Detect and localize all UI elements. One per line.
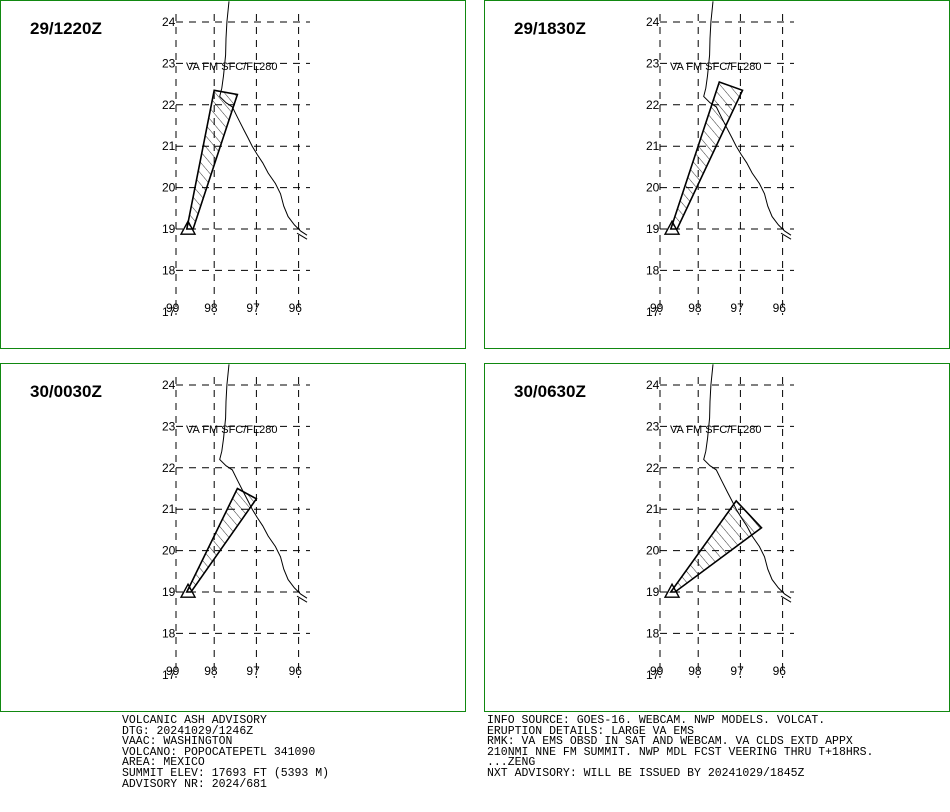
lat-tick-label: 21 [162, 502, 176, 516]
lon-tick-label: 96 [289, 301, 303, 315]
panel-frame [0, 363, 466, 712]
advisory-line: ADVISORY NR: 2024/681 [122, 777, 267, 791]
lon-tick-label: 97 [246, 664, 260, 678]
advisory-line: VAAC: WASHINGTON [122, 735, 233, 749]
va-level-label: VA FM SFC/FL280 [670, 424, 762, 436]
lon-tick-label: 98 [204, 301, 218, 315]
ash-cloud-polygon [669, 80, 744, 230]
forecast-panels: 24 23 22 21 20 19 18 17 99 98 97 96 VA FM SFC/FL280 2… [0, 0, 950, 712]
lat-tick-label: 19 [162, 585, 176, 599]
coastline [219, 364, 308, 599]
panel-frame [484, 0, 950, 349]
advisory-line: VOLCANO: POPOCATEPETL 341090 [122, 745, 316, 759]
lon-tick-label: 97 [730, 301, 744, 315]
lon-tick-label: 98 [688, 301, 702, 315]
lat-tick-label: 20 [162, 181, 176, 195]
lon-tick-label: 99 [166, 301, 180, 315]
lat-tick-label: 19 [646, 222, 660, 236]
panel-dtg-label: 29/1220Z [30, 19, 102, 38]
lat-tick-label: 18 [162, 263, 176, 277]
lat-tick-label: 24 [162, 15, 176, 29]
lat-tick-label: 22 [646, 98, 660, 112]
lat-tick-label: 18 [646, 626, 660, 640]
lat-tick-label: 19 [162, 222, 176, 236]
lat-tick-label: 17 [162, 305, 176, 319]
lat-tick-label: 23 [646, 419, 660, 433]
lat-tick-label: 18 [646, 263, 660, 277]
lon-tick-label: 97 [246, 301, 260, 315]
va-level-label: VA FM SFC/FL280 [670, 61, 762, 73]
advisory-line: INFO SOURCE: GOES-16. WEBCAM. NWP MODELS… [487, 714, 826, 727]
ash-cloud-polygon [669, 499, 763, 593]
advisory-line: AREA: MEXICO [122, 756, 205, 770]
coastline [703, 1, 792, 236]
lat-tick-label: 24 [646, 378, 660, 392]
advisory-line: VOLCANIC ASH ADVISORY [122, 714, 267, 727]
panel-dtg-label: 30/0630Z [514, 382, 586, 401]
panel-dtg-label: 29/1830Z [514, 19, 586, 38]
volcano-triangle-icon [663, 582, 681, 598]
lat-tick-label: 23 [162, 56, 176, 70]
lat-tick-label: 17 [162, 668, 176, 682]
advisory-line: DTG: 20241029/1246Z [122, 724, 254, 738]
lat-tick-label: 22 [646, 461, 660, 475]
lat-tick-label: 19 [646, 585, 660, 599]
lat-tick-label: 21 [646, 139, 660, 153]
advisory-details-block: INFO SOURCE: GOES-16. WEBCAM. NWP MODELS… [487, 714, 874, 780]
advisory-line: ...ZENG [487, 756, 536, 770]
coastline [780, 595, 792, 603]
lat-tick-label: 21 [646, 502, 660, 516]
lon-tick-label: 96 [773, 664, 787, 678]
coastline [780, 232, 792, 240]
coastline [296, 232, 308, 240]
lat-tick-label: 22 [162, 461, 176, 475]
lat-tick-label: 20 [162, 544, 176, 558]
lat-tick-label: 20 [646, 181, 660, 195]
coastline [219, 1, 308, 236]
lat-tick-label: 17 [646, 668, 660, 682]
advisory-line: ERUPTION DETAILS: LARGE VA EMS [487, 724, 695, 738]
coastline [296, 595, 308, 603]
lat-tick-label: 18 [162, 626, 176, 640]
lat-tick-label: 23 [646, 56, 660, 70]
lat-tick-label: 24 [646, 15, 660, 29]
lat-tick-label: 23 [162, 419, 176, 433]
lat-tick-label: 22 [162, 98, 176, 112]
advisory-line: SUMMIT ELEV: 17693 FT (5393 M) [122, 766, 330, 780]
advisory-header-block: VOLCANIC ASH ADVISORY DTG: 20241029/1246… [122, 714, 330, 791]
lon-tick-label: 96 [289, 664, 303, 678]
lon-tick-label: 98 [204, 664, 218, 678]
lat-lon-grid [659, 14, 794, 315]
lon-tick-label: 99 [166, 664, 180, 678]
panel-frame [0, 0, 466, 349]
lat-tick-label: 20 [646, 544, 660, 558]
volcano-triangle-icon [179, 219, 197, 235]
ash-cloud-polygon [185, 89, 239, 230]
volcano-triangle-icon [179, 582, 197, 598]
lon-tick-label: 97 [730, 664, 744, 678]
lat-tick-label: 17 [646, 305, 660, 319]
ash-cloud-polygon [185, 487, 258, 593]
advisory-line: RMK: VA EMS OBSD IN SAT AND WEBCAM. VA C… [487, 735, 853, 749]
volcano-triangle-icon [663, 219, 681, 235]
panel-dtg-label: 30/0030Z [30, 382, 102, 401]
coastline [703, 364, 792, 599]
lat-lon-grid [175, 14, 310, 315]
va-level-label: VA FM SFC/FL280 [186, 424, 278, 436]
lat-tick-label: 24 [162, 378, 176, 392]
lon-tick-label: 98 [688, 664, 702, 678]
va-level-label: VA FM SFC/FL280 [186, 61, 278, 73]
advisory-line: 210NMI NNE FM SUMMIT. NWP MDL FCST VEERI… [487, 745, 874, 759]
lat-lon-grid [175, 377, 310, 678]
lon-tick-label: 99 [650, 664, 664, 678]
lat-tick-label: 21 [162, 139, 176, 153]
advisory-line: NXT ADVISORY: WILL BE ISSUED BY 20241029… [487, 766, 805, 780]
lon-tick-label: 96 [773, 301, 787, 315]
lon-tick-label: 99 [650, 301, 664, 315]
